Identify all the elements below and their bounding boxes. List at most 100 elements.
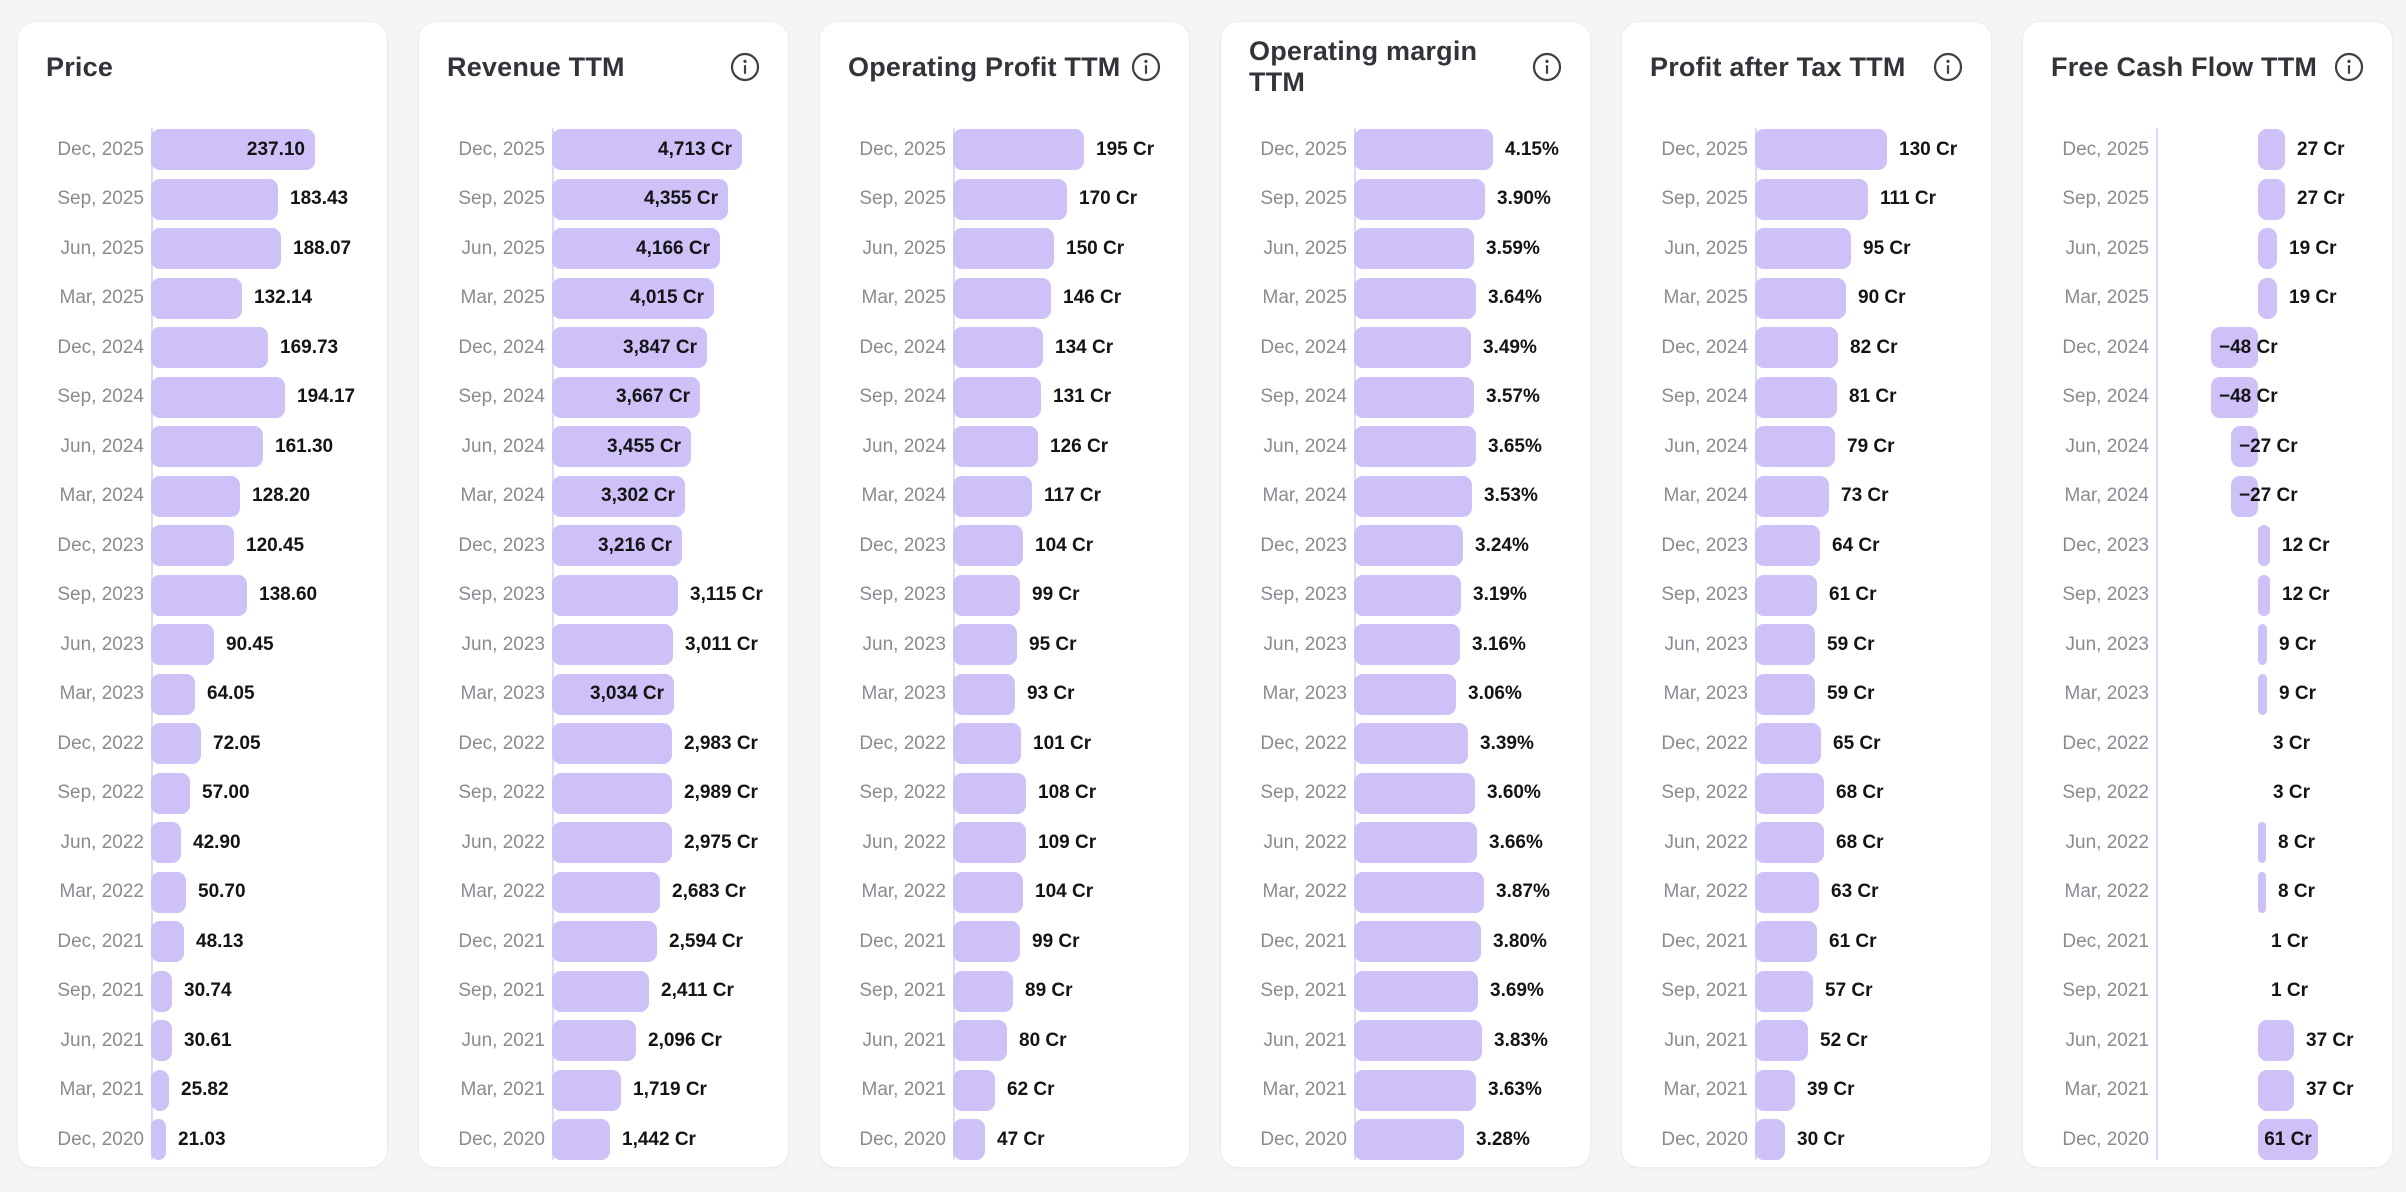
bar[interactable]	[552, 673, 674, 715]
bar[interactable]	[1755, 723, 1821, 765]
bar[interactable]	[1755, 475, 1829, 517]
bar[interactable]	[552, 624, 673, 666]
bar[interactable]	[151, 871, 186, 913]
bar[interactable]	[1354, 723, 1468, 765]
bar[interactable]	[953, 772, 1026, 814]
bar[interactable]	[953, 426, 1038, 468]
bar[interactable]	[1354, 871, 1484, 913]
bar[interactable]	[151, 822, 181, 864]
bar[interactable]	[552, 1069, 621, 1111]
bar[interactable]	[1354, 624, 1460, 666]
bar[interactable]	[151, 277, 242, 319]
bar[interactable]	[552, 228, 720, 270]
bar[interactable]	[151, 228, 281, 270]
bar[interactable]	[552, 376, 700, 418]
bar[interactable]	[151, 327, 268, 369]
bar[interactable]	[953, 277, 1051, 319]
bar[interactable]	[1755, 178, 1868, 220]
bar[interactable]	[151, 376, 285, 418]
bar[interactable]	[151, 723, 201, 765]
bar[interactable]	[151, 426, 263, 468]
bar[interactable]	[151, 525, 234, 567]
bar[interactable]	[1755, 426, 1835, 468]
bar[interactable]	[151, 1119, 166, 1161]
bar[interactable]	[2258, 525, 2270, 567]
bar[interactable]	[2258, 673, 2267, 715]
bar[interactable]	[1354, 574, 1461, 616]
bar[interactable]	[552, 178, 728, 220]
bar[interactable]	[953, 525, 1023, 567]
info-icon[interactable]	[1532, 52, 1562, 82]
bar[interactable]	[953, 228, 1054, 270]
bar[interactable]	[1354, 327, 1471, 369]
bar[interactable]	[1755, 1119, 1785, 1161]
bar[interactable]	[1354, 822, 1477, 864]
bar[interactable]	[552, 277, 714, 319]
bar[interactable]	[151, 178, 278, 220]
bar[interactable]	[2258, 1119, 2318, 1161]
bar[interactable]	[151, 1069, 169, 1111]
bar[interactable]	[1755, 871, 1819, 913]
bar[interactable]	[552, 475, 685, 517]
bar[interactable]	[1354, 426, 1476, 468]
bar[interactable]	[2258, 129, 2285, 171]
bar[interactable]	[1755, 1020, 1808, 1062]
bar[interactable]	[953, 1020, 1007, 1062]
bar[interactable]	[552, 1020, 636, 1062]
bar[interactable]	[1755, 277, 1846, 319]
bar[interactable]	[2258, 178, 2285, 220]
bar[interactable]	[2258, 624, 2267, 666]
bar[interactable]	[552, 871, 660, 913]
bar[interactable]	[953, 376, 1041, 418]
bar[interactable]	[953, 178, 1067, 220]
bar[interactable]	[552, 970, 649, 1012]
bar[interactable]	[1354, 1020, 1482, 1062]
bar[interactable]	[953, 1119, 985, 1161]
bar[interactable]	[2258, 1020, 2294, 1062]
info-icon[interactable]	[1933, 52, 1963, 82]
bar[interactable]	[2258, 822, 2266, 864]
bar[interactable]	[151, 970, 172, 1012]
bar[interactable]	[953, 822, 1026, 864]
bar[interactable]	[1354, 129, 1493, 171]
bar[interactable]	[953, 624, 1017, 666]
bar[interactable]	[1354, 475, 1472, 517]
bar[interactable]	[2211, 376, 2258, 418]
bar[interactable]	[953, 327, 1043, 369]
bar[interactable]	[2258, 277, 2277, 319]
bar[interactable]	[2211, 327, 2258, 369]
bar[interactable]	[1354, 228, 1474, 270]
info-icon[interactable]	[1131, 52, 1161, 82]
bar[interactable]	[1354, 1119, 1464, 1161]
bar[interactable]	[151, 1020, 172, 1062]
bar[interactable]	[1755, 921, 1817, 963]
bar[interactable]	[1755, 376, 1837, 418]
bar[interactable]	[1354, 772, 1475, 814]
bar[interactable]	[1354, 1069, 1476, 1111]
info-icon[interactable]	[2334, 52, 2364, 82]
bar[interactable]	[1755, 822, 1824, 864]
bar[interactable]	[1354, 970, 1478, 1012]
bar[interactable]	[1354, 921, 1481, 963]
bar[interactable]	[2258, 228, 2277, 270]
bar[interactable]	[1755, 1069, 1795, 1111]
bar[interactable]	[1755, 970, 1813, 1012]
bar[interactable]	[151, 475, 240, 517]
bar[interactable]	[1755, 525, 1820, 567]
bar[interactable]	[151, 129, 315, 171]
bar[interactable]	[1755, 673, 1815, 715]
bar[interactable]	[1755, 129, 1887, 171]
bar[interactable]	[1354, 673, 1456, 715]
bar[interactable]	[953, 871, 1023, 913]
bar[interactable]	[1354, 178, 1485, 220]
bar[interactable]	[953, 970, 1013, 1012]
bar[interactable]	[953, 921, 1020, 963]
bar[interactable]	[552, 772, 672, 814]
bar[interactable]	[953, 129, 1084, 171]
bar[interactable]	[552, 723, 672, 765]
bar[interactable]	[151, 772, 190, 814]
bar[interactable]	[1755, 574, 1817, 616]
bar[interactable]	[552, 822, 672, 864]
bar[interactable]	[552, 525, 682, 567]
bar[interactable]	[953, 1069, 995, 1111]
